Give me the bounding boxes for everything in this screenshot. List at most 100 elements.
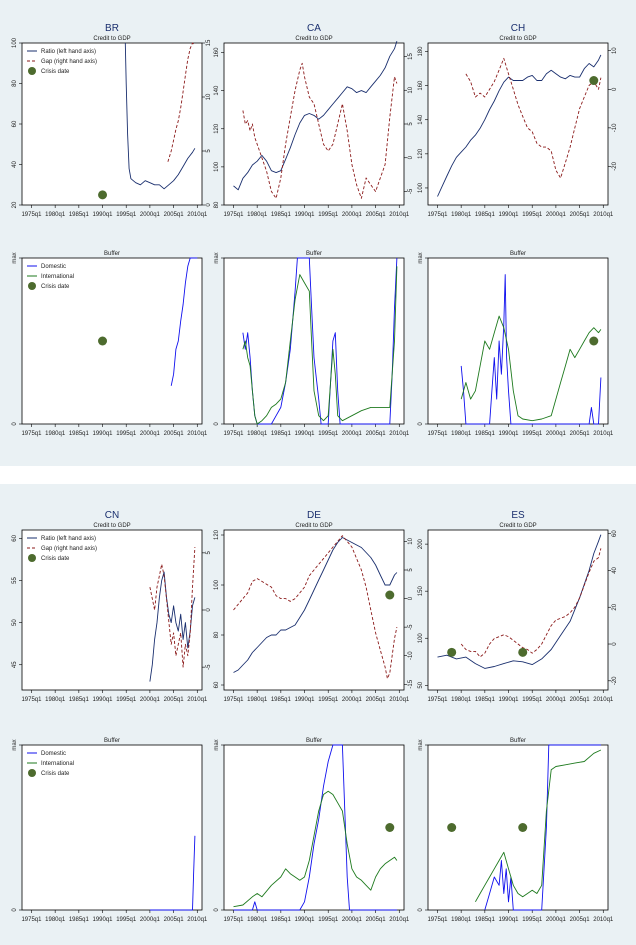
legend-label: International <box>41 761 74 767</box>
x-tick-label: 1985q1 <box>69 431 90 437</box>
plot-area <box>21 529 203 691</box>
series-domestic <box>149 835 196 911</box>
y-tick-label-right: 60 <box>612 530 618 537</box>
x-tick-label: 2000q1 <box>342 431 363 437</box>
y-tick-label: 60 <box>214 681 220 688</box>
y-tick-label: 160 <box>214 47 220 58</box>
y-tick-label: 55 <box>12 577 18 584</box>
y-tick-label: 120 <box>214 123 220 134</box>
legend-label: Crisis date <box>41 771 70 777</box>
x-tick-label: 2010q1 <box>187 431 208 437</box>
chart-subtitle: Buffer <box>306 251 322 257</box>
y-tick-label: max <box>214 739 220 750</box>
crisis-marker <box>385 590 395 600</box>
chart-CN: CN Credit to GDP 1975q1 1980q1 1985q1 1990q1 1… <box>12 510 212 703</box>
chart-subtitle: Credit to GDP <box>93 36 130 42</box>
y-tick-label: max <box>12 739 18 750</box>
x-tick-label: 2000q1 <box>140 431 161 437</box>
chart-subtitle: Credit to GDP <box>295 523 332 529</box>
plot-area <box>223 744 405 911</box>
legend-crisis-marker <box>28 67 36 75</box>
series-ratio <box>149 571 196 682</box>
plot-area <box>427 257 609 425</box>
chart-title: DE <box>307 510 321 521</box>
y-tick-label: 120 <box>214 529 220 540</box>
x-tick-label: 2010q1 <box>187 697 208 703</box>
y-tick-label-right: 20 <box>612 603 618 610</box>
y-tick-label: 200 <box>418 538 424 549</box>
x-tick-label: 1990q1 <box>93 697 114 703</box>
x-tick-label: 2005q1 <box>164 697 185 703</box>
x-tick-label: 2000q1 <box>342 212 363 218</box>
x-tick-label: 1990q1 <box>295 697 316 703</box>
y-tick-label: 0 <box>418 422 424 426</box>
y-tick-label-right: 5 <box>408 568 414 572</box>
y-tick-label-right: 0 <box>408 596 414 600</box>
x-tick-label: 1985q1 <box>475 431 496 437</box>
x-tick-label: 1985q1 <box>69 212 90 218</box>
x-tick-label: 2010q1 <box>187 212 208 218</box>
y-tick-label-right: -10 <box>612 123 618 132</box>
x-tick-label: 2010q1 <box>389 697 410 703</box>
x-tick-label: 1995q1 <box>318 697 339 703</box>
x-tick-label: 1995q1 <box>116 697 137 703</box>
legend-label: Crisis date <box>41 556 70 562</box>
x-tick-label: 2005q1 <box>570 917 591 923</box>
x-tick-label: 1975q1 <box>223 697 244 703</box>
chart-subtitle: Buffer <box>104 738 120 744</box>
legend-label: Crisis date <box>41 69 70 75</box>
series-international <box>475 749 602 903</box>
legend-label: Ratio (left hand axis) <box>41 536 96 542</box>
y-tick-label: 80 <box>214 201 220 208</box>
x-tick-label: 1980q1 <box>247 431 268 437</box>
x-tick-label: 1995q1 <box>522 212 543 218</box>
series-gap <box>149 547 196 668</box>
plot-area <box>427 42 609 206</box>
plot-area <box>21 744 203 911</box>
series-ratio <box>437 54 602 197</box>
x-tick-label: 2000q1 <box>546 917 567 923</box>
x-tick-label: 1985q1 <box>271 431 292 437</box>
y-tick-label: 0 <box>214 422 220 426</box>
x-tick-label: 1980q1 <box>451 917 472 923</box>
x-tick-label: 1975q1 <box>21 431 42 437</box>
y-tick-label: max <box>418 252 424 263</box>
y-tick-label-right: 0 <box>612 87 618 91</box>
y-tick-label: max <box>418 739 424 750</box>
x-tick-label: 2010q1 <box>389 212 410 218</box>
series-domestic <box>484 744 601 911</box>
y-tick-label-right: 40 <box>612 566 618 573</box>
y-tick-label: 45 <box>12 661 18 668</box>
y-tick-label: 0 <box>12 908 18 912</box>
legend-label: International <box>41 274 74 280</box>
x-tick-label: 2000q1 <box>342 697 363 703</box>
series-gap <box>167 42 196 162</box>
y-tick-label-right: 10 <box>612 47 618 54</box>
x-tick-label: 1980q1 <box>247 212 268 218</box>
y-tick-label-right: 10 <box>408 86 414 93</box>
y-tick-label: 140 <box>418 114 424 125</box>
x-tick-label: 1985q1 <box>69 917 90 923</box>
x-tick-label: 1990q1 <box>93 431 114 437</box>
y-tick-label: max <box>12 252 18 263</box>
x-tick-label: 1985q1 <box>475 917 496 923</box>
chart-title: BR <box>105 23 119 34</box>
x-tick-label: 1990q1 <box>295 431 316 437</box>
y-tick-label-right: 0 <box>408 155 414 159</box>
y-tick-label: 160 <box>418 80 424 91</box>
series-gap <box>242 62 398 199</box>
chart-ES_buffer: Buffer 1975q1 1980q1 1985q1 1990q1 1995q1 2000… <box>418 738 614 923</box>
series-ratio <box>233 40 398 191</box>
y-tick-label-right: 0 <box>206 203 212 207</box>
y-tick-label: 80 <box>12 80 18 87</box>
x-tick-label: 2000q1 <box>140 917 161 923</box>
x-tick-label: 2000q1 <box>140 212 161 218</box>
series-domestic <box>460 274 602 425</box>
chart-subtitle: Credit to GDP <box>93 523 130 529</box>
chart-subtitle: Buffer <box>104 251 120 257</box>
y-tick-label: 0 <box>418 908 424 912</box>
